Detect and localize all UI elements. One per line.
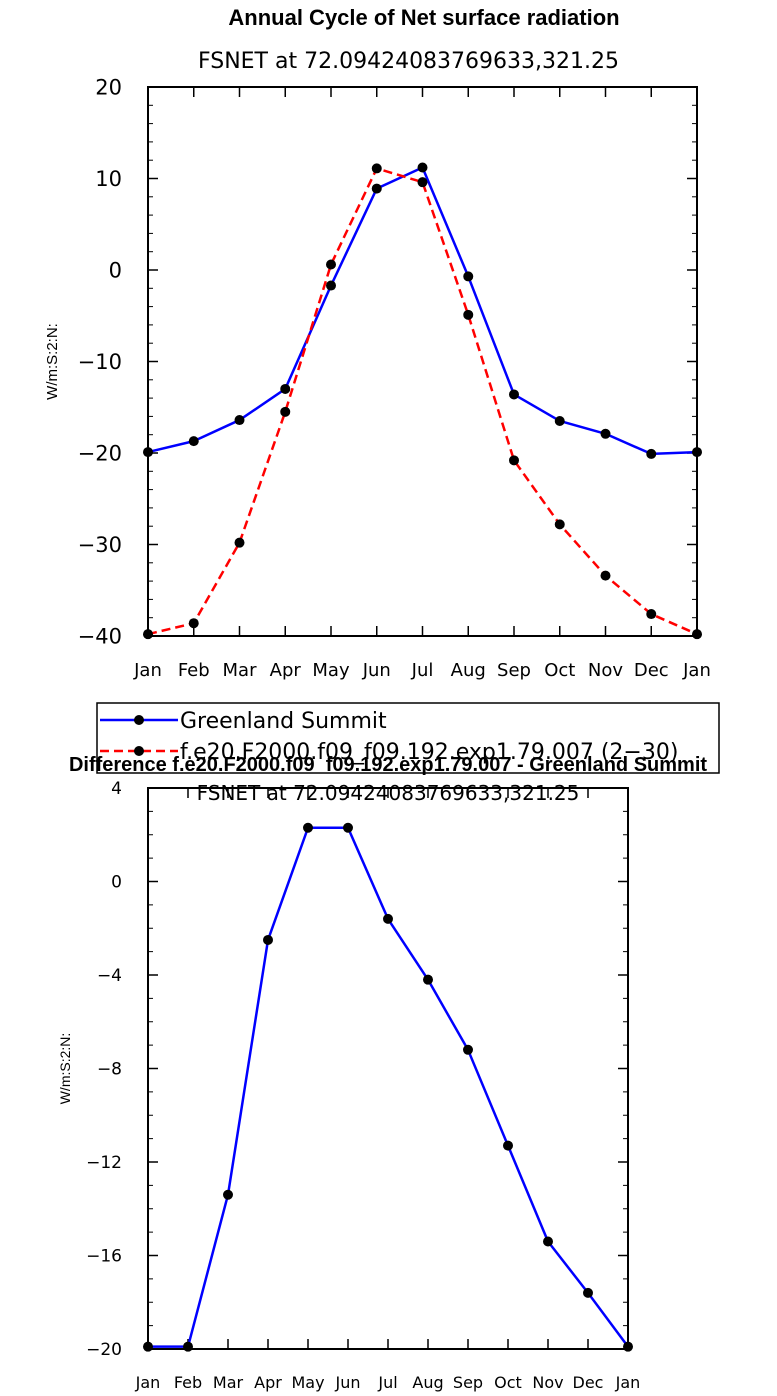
chart-title: Difference f.e20.F2000.f09_f09.192.exp1.… — [69, 754, 707, 776]
x-tick-label: Apr — [270, 660, 302, 681]
legend-marker — [134, 715, 144, 725]
data-point — [223, 1189, 233, 1200]
y-tick-label: 0 — [111, 873, 122, 893]
data-point — [692, 447, 702, 458]
data-point — [188, 436, 199, 447]
data-point — [326, 280, 336, 291]
y-tick-label: −20 — [78, 442, 122, 466]
y-tick-label: 0 — [109, 259, 122, 283]
x-tick-label: Dec — [573, 1373, 604, 1392]
x-tick-label: Jun — [335, 1373, 361, 1392]
data-point — [326, 259, 336, 270]
x-tick-label: Feb — [174, 1373, 202, 1392]
x-tick-label: Jan — [133, 660, 162, 681]
data-point — [280, 383, 291, 394]
y-tick-label: 10 — [95, 167, 122, 191]
data-point — [417, 177, 428, 188]
y-tick-label: −4 — [97, 966, 122, 986]
legend-marker — [134, 746, 144, 756]
data-point — [509, 455, 519, 466]
x-tick-label: Jan — [682, 660, 711, 681]
data-point — [143, 629, 153, 640]
y-tick-label: 20 — [95, 76, 122, 100]
data-point — [463, 1044, 473, 1055]
data-point — [692, 629, 702, 640]
x-tick-label: Feb — [178, 660, 210, 681]
chart-subtitle: FSNET at 72.09424083769633,321.25 — [198, 49, 619, 74]
data-point — [343, 822, 353, 833]
x-tick-label: Sep — [453, 1373, 483, 1392]
data-point — [503, 1140, 513, 1151]
data-point — [554, 519, 565, 530]
y-tick-label: −8 — [97, 1060, 122, 1080]
series-line-2 — [147, 167, 698, 636]
legend: Greenland Summit f.e20.F2000.f09_f09.192.… — [96, 702, 720, 774]
data-point — [143, 1341, 153, 1352]
data-point — [183, 1341, 193, 1352]
x-tick-label: Jul — [377, 1373, 397, 1392]
data-point — [554, 415, 565, 426]
data-point — [600, 428, 611, 439]
x-tick-label: Oct — [544, 660, 575, 681]
x-tick-label: Jan — [615, 1373, 641, 1392]
data-point — [383, 913, 393, 924]
chart-1: Annual Cycle of Net surface radiation FSN… — [44, 5, 720, 774]
legend-box — [96, 702, 720, 774]
legend-label: Greenland Summit — [180, 709, 387, 734]
data-point — [143, 447, 153, 458]
data-point — [463, 271, 474, 282]
x-tick-label: May — [291, 1373, 324, 1392]
data-point — [543, 1236, 553, 1247]
data-point — [303, 822, 313, 833]
data-point — [623, 1341, 633, 1352]
y-tick-label: 4 — [111, 779, 122, 799]
data-point — [646, 609, 657, 620]
plot-frame — [147, 787, 629, 1350]
x-tick-label: Mar — [213, 1373, 244, 1392]
series-line-1 — [148, 826, 630, 1348]
data-point — [423, 974, 433, 985]
x-tick-label: Jun — [362, 660, 391, 681]
y-tick-label: −16 — [86, 1247, 122, 1267]
chart-title: Annual Cycle of Net surface radiation — [228, 5, 619, 30]
y-tick-label: −30 — [78, 533, 122, 557]
data-point — [371, 183, 382, 194]
data-point — [234, 537, 245, 548]
x-tick-label: Sep — [497, 660, 531, 681]
x-tick-label: Apr — [254, 1373, 282, 1392]
x-tick-label: May — [312, 660, 350, 681]
data-point — [417, 162, 428, 173]
y-tick-label: −12 — [86, 1153, 122, 1173]
x-tick-label: Jan — [135, 1373, 161, 1392]
legend-label: f.e20.F2000.f09_f09.192.exp1.79.007 (2−3… — [180, 740, 678, 765]
data-point — [583, 1287, 593, 1298]
x-tick-label: Aug — [451, 660, 486, 681]
data-point — [263, 934, 273, 945]
x-tick-label: Oct — [494, 1373, 522, 1392]
data-point — [646, 448, 657, 459]
data-point — [600, 570, 611, 581]
y-axis-label: W/m:S:2:N: — [57, 1033, 73, 1105]
y-tick-label: −20 — [86, 1340, 122, 1360]
x-tick-label: Nov — [532, 1373, 563, 1392]
data-point — [509, 389, 519, 400]
x-tick-label: Nov — [588, 660, 623, 681]
data-point — [234, 415, 245, 426]
data-point — [371, 163, 382, 174]
y-axis-label: W/m:S:2:N: — [44, 323, 61, 400]
chart-2: Difference f.e20.F2000.f09_f09.192.exp1.… — [57, 754, 707, 1392]
x-tick-label: Mar — [223, 660, 258, 681]
data-point — [463, 309, 474, 320]
x-tick-label: Aug — [412, 1373, 443, 1392]
data-point — [280, 406, 291, 417]
x-tick-label: Jul — [411, 660, 434, 681]
y-tick-label: −10 — [78, 350, 122, 374]
data-point — [188, 618, 199, 629]
y-tick-label: −40 — [78, 625, 122, 649]
x-tick-label: Dec — [634, 660, 669, 681]
series-line-1 — [147, 166, 698, 456]
